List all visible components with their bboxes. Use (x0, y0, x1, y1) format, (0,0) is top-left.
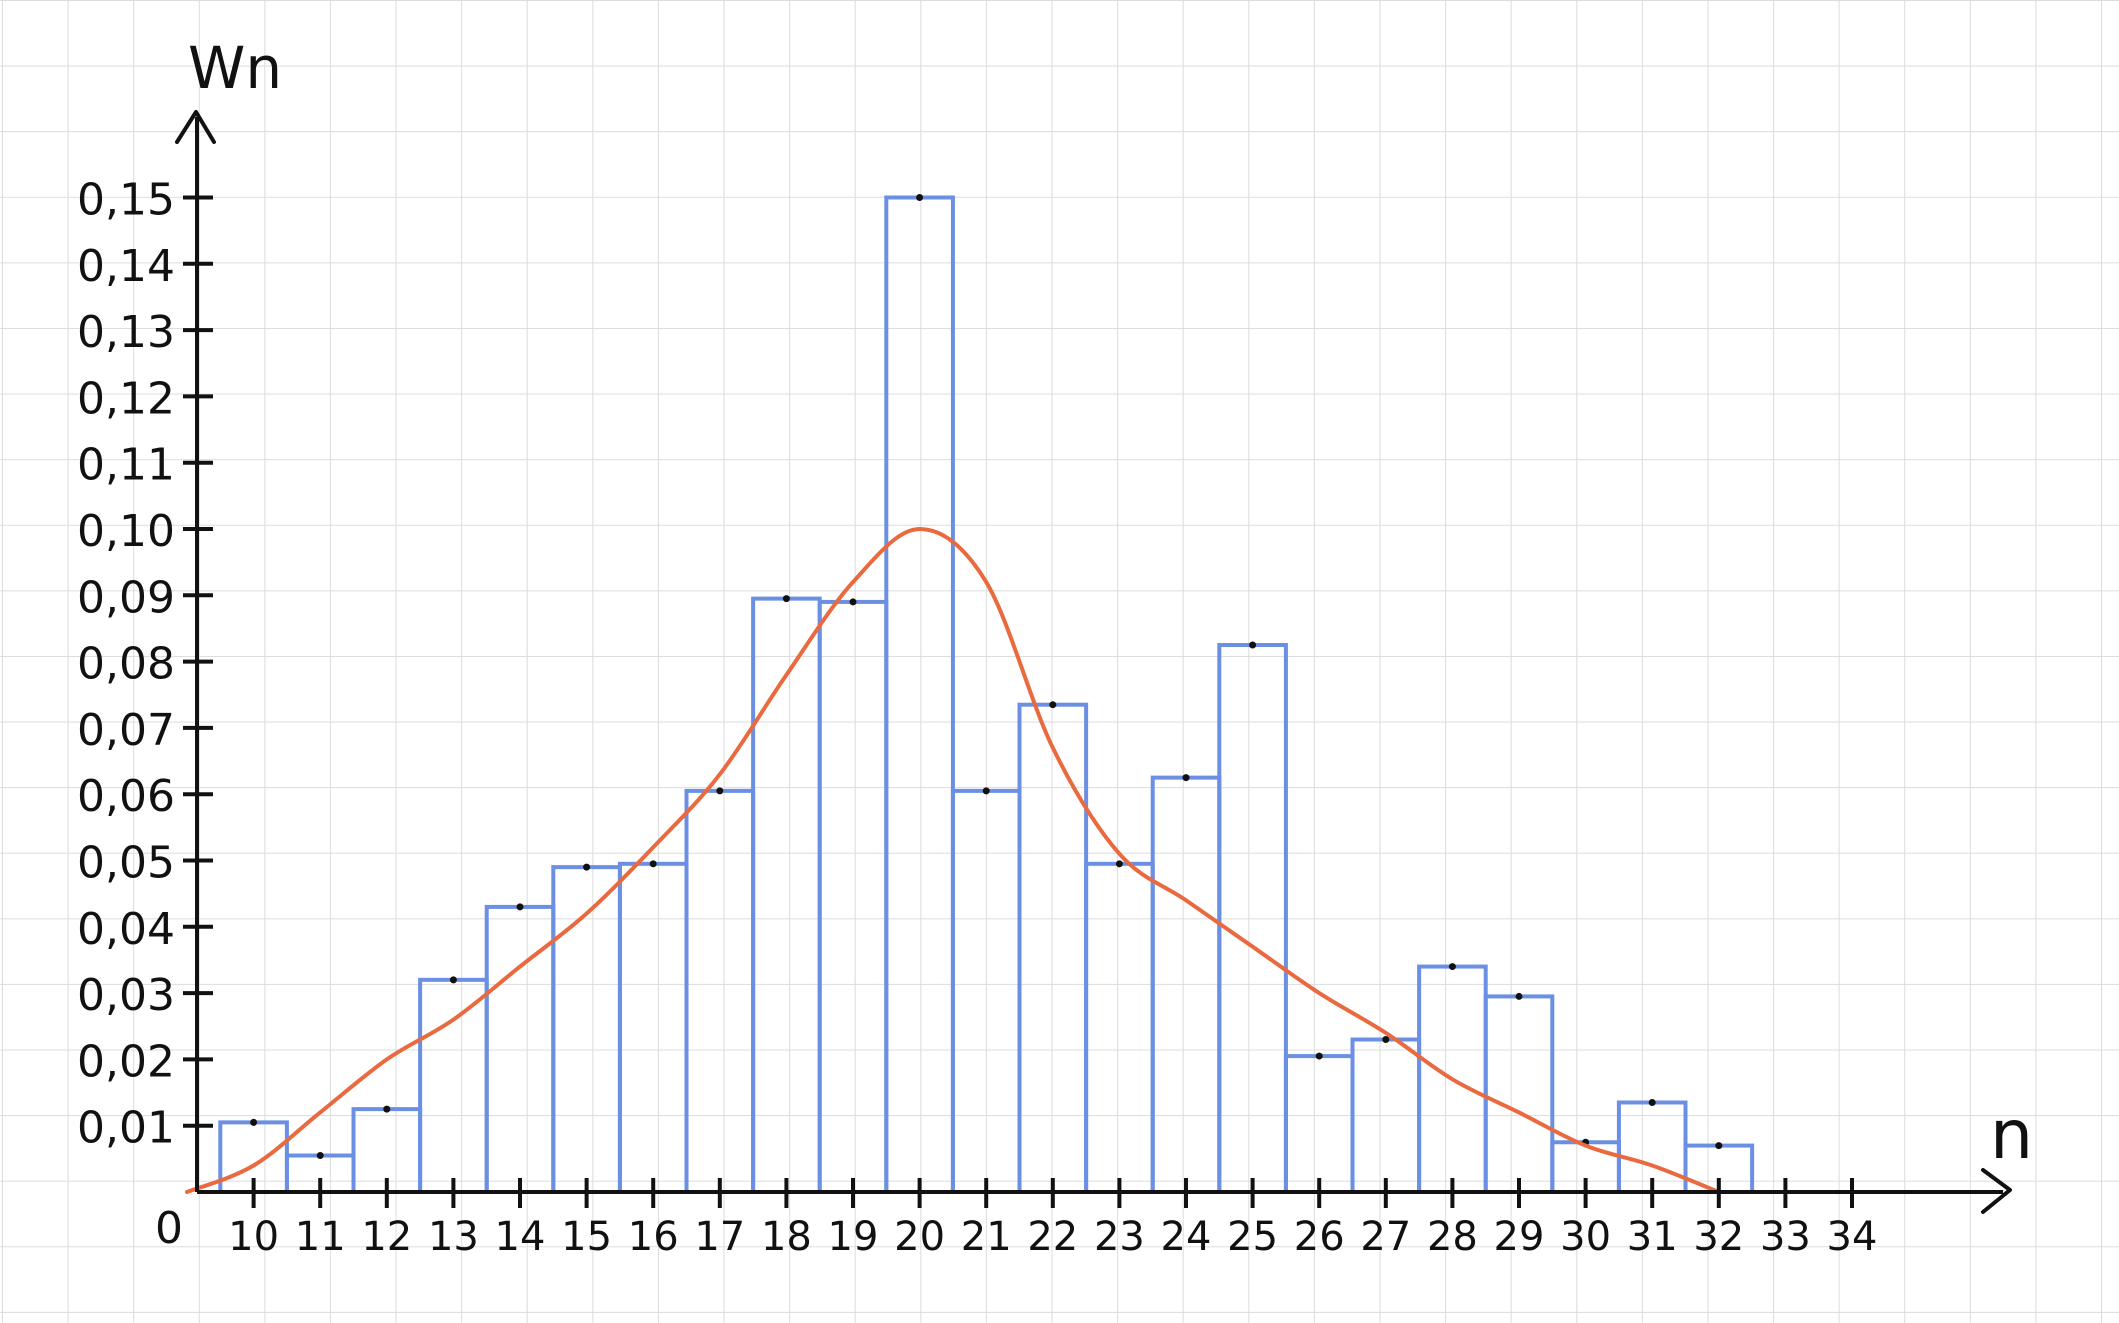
curve-layer (185, 527, 1721, 1194)
bars-layer (218, 194, 1755, 1195)
bar-top-point (449, 976, 457, 984)
x-tick-label: 17 (694, 1214, 745, 1260)
x-tick-label: 22 (1027, 1214, 1078, 1260)
x-tick-label: 14 (495, 1214, 546, 1260)
x-tick-label: 20 (894, 1214, 945, 1260)
x-tick-label: 10 (228, 1214, 279, 1260)
x-tick-label: 19 (828, 1214, 879, 1260)
origin-label: 0 (155, 1203, 183, 1254)
y-tick-label: 0,02 (77, 1036, 175, 1087)
x-tick-label: 21 (961, 1214, 1012, 1260)
y-tick-label: 0,10 (77, 506, 175, 557)
bar-top-point (1182, 774, 1190, 782)
histogram-bar (617, 861, 689, 1194)
x-tick-label: 11 (295, 1214, 346, 1260)
histogram-bar (418, 977, 489, 1195)
bar-top-point (316, 1152, 324, 1160)
bar-top-point (849, 598, 857, 606)
bar-top-point (1382, 1036, 1390, 1044)
x-tick-label: 29 (1494, 1214, 1545, 1260)
x-tick-label: 32 (1693, 1214, 1744, 1260)
bar-top-point (1249, 641, 1257, 649)
x-tick-label: 34 (1827, 1214, 1878, 1260)
y-tick-label: 0,01 (77, 1103, 175, 1154)
bar-top-point (250, 1118, 258, 1126)
bar-top-point (1448, 963, 1456, 971)
bar-top-point (1049, 701, 1057, 709)
histogram-bar (1350, 1037, 1422, 1195)
bar-top-point (583, 863, 591, 871)
x-tick-label: 28 (1427, 1214, 1478, 1260)
histogram-bar (1483, 994, 1555, 1194)
bar-top-point (383, 1105, 391, 1113)
y-tick-label: 0,03 (77, 970, 175, 1021)
x-tick-label: 18 (761, 1214, 812, 1260)
bar-top-point (1715, 1142, 1723, 1150)
y-tick-label: 0,15 (77, 175, 175, 226)
y-tick-label: 0,14 (77, 241, 175, 292)
x-tick-label: 15 (561, 1214, 612, 1260)
histogram-bar (1217, 643, 1288, 1194)
y-tick-label: 0,06 (77, 771, 175, 822)
bar-top-point (916, 194, 924, 201)
x-axis-label: n (1990, 1096, 2033, 1175)
x-tick-label: 26 (1294, 1214, 1345, 1260)
y-tick-label: 0,04 (77, 904, 175, 955)
density-curve (185, 527, 1721, 1194)
bar-top-point (1648, 1098, 1656, 1106)
bar-top-point (716, 787, 724, 795)
bar-top-point (649, 860, 657, 868)
labels-layer: Wn n 0 0,01 0,02 0,03 0,04 0,05 0,06 0,07 0,08 0… (77, 34, 2033, 1260)
histogram-bar (751, 596, 822, 1194)
x-tick-label: 12 (361, 1214, 412, 1260)
y-tick-label: 0,13 (77, 307, 175, 358)
x-tick-label: 27 (1360, 1214, 1411, 1260)
bar-top-point (516, 903, 524, 911)
histogram-bar (950, 788, 1022, 1194)
bar-top-point (1515, 992, 1523, 1000)
x-axis-arrow (1981, 1168, 2012, 1214)
y-tick-label: 0,11 (77, 440, 175, 491)
histogram-bar (1283, 1054, 1355, 1194)
bar-top-point (1115, 860, 1123, 868)
y-tick-label: 0,08 (77, 639, 175, 690)
bar-top-point (1315, 1052, 1323, 1060)
histogram-bar (1150, 775, 1222, 1194)
histogram-bar (684, 788, 756, 1194)
y-tick-label: 0,09 (77, 572, 175, 623)
y-tick-label: 0,07 (77, 705, 175, 756)
histogram-bar (817, 599, 889, 1194)
x-tick-label: 33 (1760, 1214, 1811, 1260)
axes-layer (175, 110, 2012, 1214)
x-tick-label: 30 (1560, 1214, 1611, 1260)
x-tick-label: 23 (1094, 1214, 1145, 1260)
x-tick-label: 13 (428, 1214, 479, 1260)
bar-top-point (782, 595, 790, 603)
y-axis-label: Wn (188, 34, 282, 102)
x-tick-label: 25 (1227, 1214, 1278, 1260)
histogram-bar (1017, 702, 1089, 1194)
x-tick-label: 31 (1627, 1214, 1678, 1260)
x-tick-label: 24 (1161, 1214, 1212, 1260)
y-tick-label: 0,12 (77, 373, 175, 424)
y-axis-arrow (175, 110, 216, 144)
histogram-bar (884, 195, 955, 1194)
bar-top-point (982, 787, 990, 795)
y-tick-label: 0,05 (77, 838, 175, 889)
histogram-bar (1084, 861, 1155, 1194)
x-tick-label: 16 (628, 1214, 679, 1260)
